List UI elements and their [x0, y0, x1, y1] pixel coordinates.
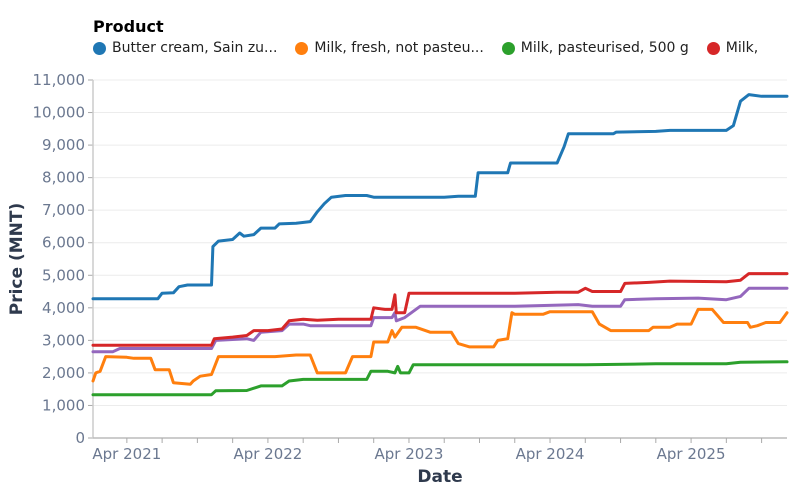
- x-axis-title: Date: [417, 467, 462, 487]
- legend-item-milk-pasteurised[interactable]: Milk, pasteurised, 500 g: [501, 40, 689, 56]
- y-tick-label: 11,000: [33, 71, 86, 89]
- legend-label: Milk, fresh, not pasteu...: [314, 40, 484, 56]
- legend-dot-icon: [295, 41, 309, 55]
- legend-label: Butter cream, Sain zu...: [112, 40, 278, 56]
- y-tick-label: 7,000: [42, 201, 85, 219]
- y-tick-label: 9,000: [42, 136, 85, 154]
- legend-dot-icon: [93, 41, 106, 55]
- series-lines: [91, 93, 789, 397]
- series-line[interactable]: [91, 272, 789, 347]
- legend-item-milk-4[interactable]: Milk,: [706, 40, 759, 56]
- y-tick-label: 10,000: [33, 104, 86, 122]
- y-tick-label: 4,000: [42, 299, 85, 317]
- y-tick-label: 1,000: [42, 396, 85, 414]
- x-tick-label: Apr 2024: [516, 445, 585, 463]
- y-tick-label: 5,000: [42, 266, 85, 284]
- y-tick-label: 6,000: [42, 234, 85, 252]
- gridlines: [93, 79, 787, 406]
- legend: Butter cream, Sain zu... Milk, fresh, no…: [93, 40, 776, 56]
- y-tick-label: 8,000: [42, 169, 85, 187]
- y-tick-label: 0: [75, 429, 85, 447]
- x-tick-label: Apr 2021: [92, 445, 161, 463]
- legend-label: Milk, pasteurised, 500 g: [520, 40, 689, 56]
- x-tick-label: Apr 2025: [657, 445, 726, 463]
- legend-item-butter-cream[interactable]: Butter cream, Sain zu...: [93, 40, 277, 56]
- x-axis: Apr 2021 Apr 2022 Apr 2023 Apr 2024 Apr 2025: [92, 437, 787, 463]
- legend-label: Milk,: [725, 40, 759, 56]
- series-line[interactable]: [91, 360, 789, 397]
- legend-dot-icon: [501, 41, 515, 55]
- legend-dot-icon: [706, 41, 720, 55]
- y-axis-title: Price (MNT): [7, 203, 27, 315]
- x-tick-label: Apr 2022: [233, 445, 302, 463]
- series-line[interactable]: [91, 286, 789, 354]
- y-tick-label: 3,000: [42, 331, 85, 349]
- legend-title: Product: [93, 17, 164, 36]
- series-line[interactable]: [91, 93, 789, 301]
- x-tick-label: Apr 2023: [375, 445, 444, 463]
- legend-item-milk-fresh[interactable]: Milk, fresh, not pasteu...: [295, 40, 484, 56]
- y-axis: 0 1,000 2,000 3,000 4,000 5,000 6,000 7,000 8,00…: [33, 71, 94, 447]
- series-line[interactable]: [91, 307, 789, 386]
- y-tick-label: 2,000: [42, 364, 85, 382]
